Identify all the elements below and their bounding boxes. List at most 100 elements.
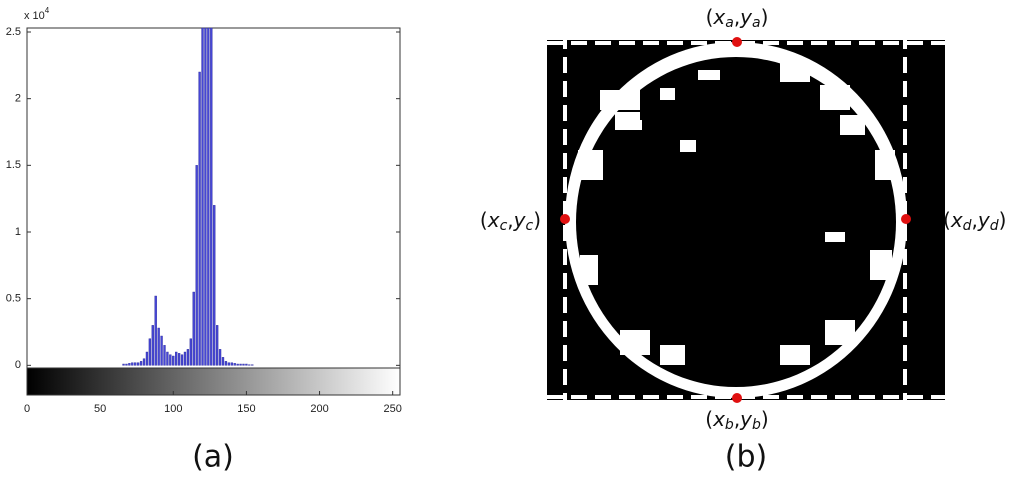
label-part: ( [705,407,713,431]
bar [224,361,228,366]
circle-image [547,33,945,403]
bar [218,349,222,366]
bar [163,345,166,366]
label-part: y [739,5,753,29]
label-part: c [525,218,533,234]
y-scale-label: x 104 [24,6,50,22]
bar [221,357,225,366]
bar [236,363,239,366]
bar [251,364,254,366]
bar [157,327,160,366]
bar [213,205,216,366]
bar [239,363,242,366]
label-part: y [513,208,527,232]
label-part: ) [999,208,1007,232]
label-part: ) [761,407,769,431]
bar [233,363,236,366]
point-label: (xd,yd) [943,208,1006,235]
bar [131,362,134,366]
point-label: (xa,ya) [706,5,769,32]
label-part: ( [943,208,951,232]
y-tick-label: 0.5 [6,293,21,305]
x-tick-label: 100 [164,403,182,415]
label-part: x [950,208,963,232]
bar [180,354,184,366]
bar [125,363,128,366]
label-part: d [963,218,972,234]
label-part: b [725,417,734,433]
bar [227,362,231,366]
bar [142,358,146,366]
bar [154,295,157,366]
bar [195,165,198,366]
bar [248,364,251,366]
label-part: , [734,5,740,29]
bar [186,349,190,366]
panel-label: (b) [725,440,767,475]
bar [128,363,131,366]
bar [160,335,163,366]
bar [134,362,137,366]
bar [148,338,152,366]
label-part: y [739,407,753,431]
x-tick-label: 150 [237,403,255,415]
bar [177,353,181,366]
point-label: (xc,yc) [480,208,541,235]
bar [207,27,210,366]
y-tick-label: 0 [15,359,21,371]
bar [137,362,140,366]
bar [139,361,143,366]
label-part: a [725,15,734,31]
point-labels: (xa,ya)(xb,yb)(xc,yc) (xd,yd) [480,5,1007,434]
bar [242,363,245,366]
colorbar [26,367,401,396]
label-part: ) [761,5,769,29]
label-part: ( [480,208,488,232]
label-part: , [972,208,978,232]
bar [166,351,169,366]
bar [204,27,207,366]
bar [216,325,219,366]
label-part: y [977,208,991,232]
y-tick-label: 1 [15,226,21,238]
label-part: , [507,208,513,232]
label-part: c [500,218,508,234]
y-tick-label: 2.5 [6,26,21,38]
label-part: ( [706,5,714,29]
point-label: (xb,yb) [705,407,768,434]
label-part: x [712,5,725,29]
label-part: a [752,15,761,31]
bar [201,27,204,366]
y-tick-label: 2 [15,93,21,105]
label-part: ) [533,208,541,232]
black-interior [576,57,896,387]
bar [175,351,178,366]
label-part: x [712,407,725,431]
x-tick-label: 250 [384,403,402,415]
bars [122,27,254,366]
bar [192,291,195,366]
label-part: , [734,407,740,431]
y-tick-label: 1.5 [6,159,21,171]
x-tick-label: 200 [310,403,328,415]
label-part: d [990,218,999,234]
bar [189,338,192,366]
bar [151,325,154,366]
bar [230,362,233,366]
panel-label: (a) [192,440,234,475]
bar [198,71,201,366]
extreme-points [560,37,911,403]
white-blocks [578,62,895,365]
label-part: b [752,417,761,433]
bar [172,355,175,366]
x-tick-label: 0 [24,403,30,415]
x-tick-label: 50 [94,403,106,415]
bar [145,351,149,366]
bar [169,354,172,366]
bar [245,363,248,366]
bar [183,351,187,366]
label-part: x [487,208,500,232]
bar [210,27,213,366]
bar [122,363,125,366]
